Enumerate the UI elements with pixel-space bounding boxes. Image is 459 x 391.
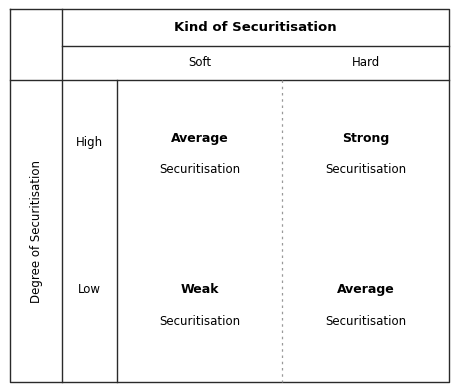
Text: Strong: Strong (342, 132, 389, 145)
Text: High: High (76, 136, 103, 149)
Text: Average: Average (171, 132, 229, 145)
Text: Securitisation: Securitisation (325, 315, 406, 328)
Text: Securitisation: Securitisation (325, 163, 406, 176)
Text: Soft: Soft (188, 56, 211, 70)
Text: Securitisation: Securitisation (159, 163, 240, 176)
Text: Degree of Securitisation: Degree of Securitisation (29, 160, 43, 303)
Text: Securitisation: Securitisation (159, 315, 240, 328)
Text: Average: Average (337, 283, 394, 296)
Text: Hard: Hard (352, 56, 380, 70)
Text: Kind of Securitisation: Kind of Securitisation (174, 21, 337, 34)
Text: Low: Low (78, 283, 101, 296)
Text: Weak: Weak (180, 283, 219, 296)
